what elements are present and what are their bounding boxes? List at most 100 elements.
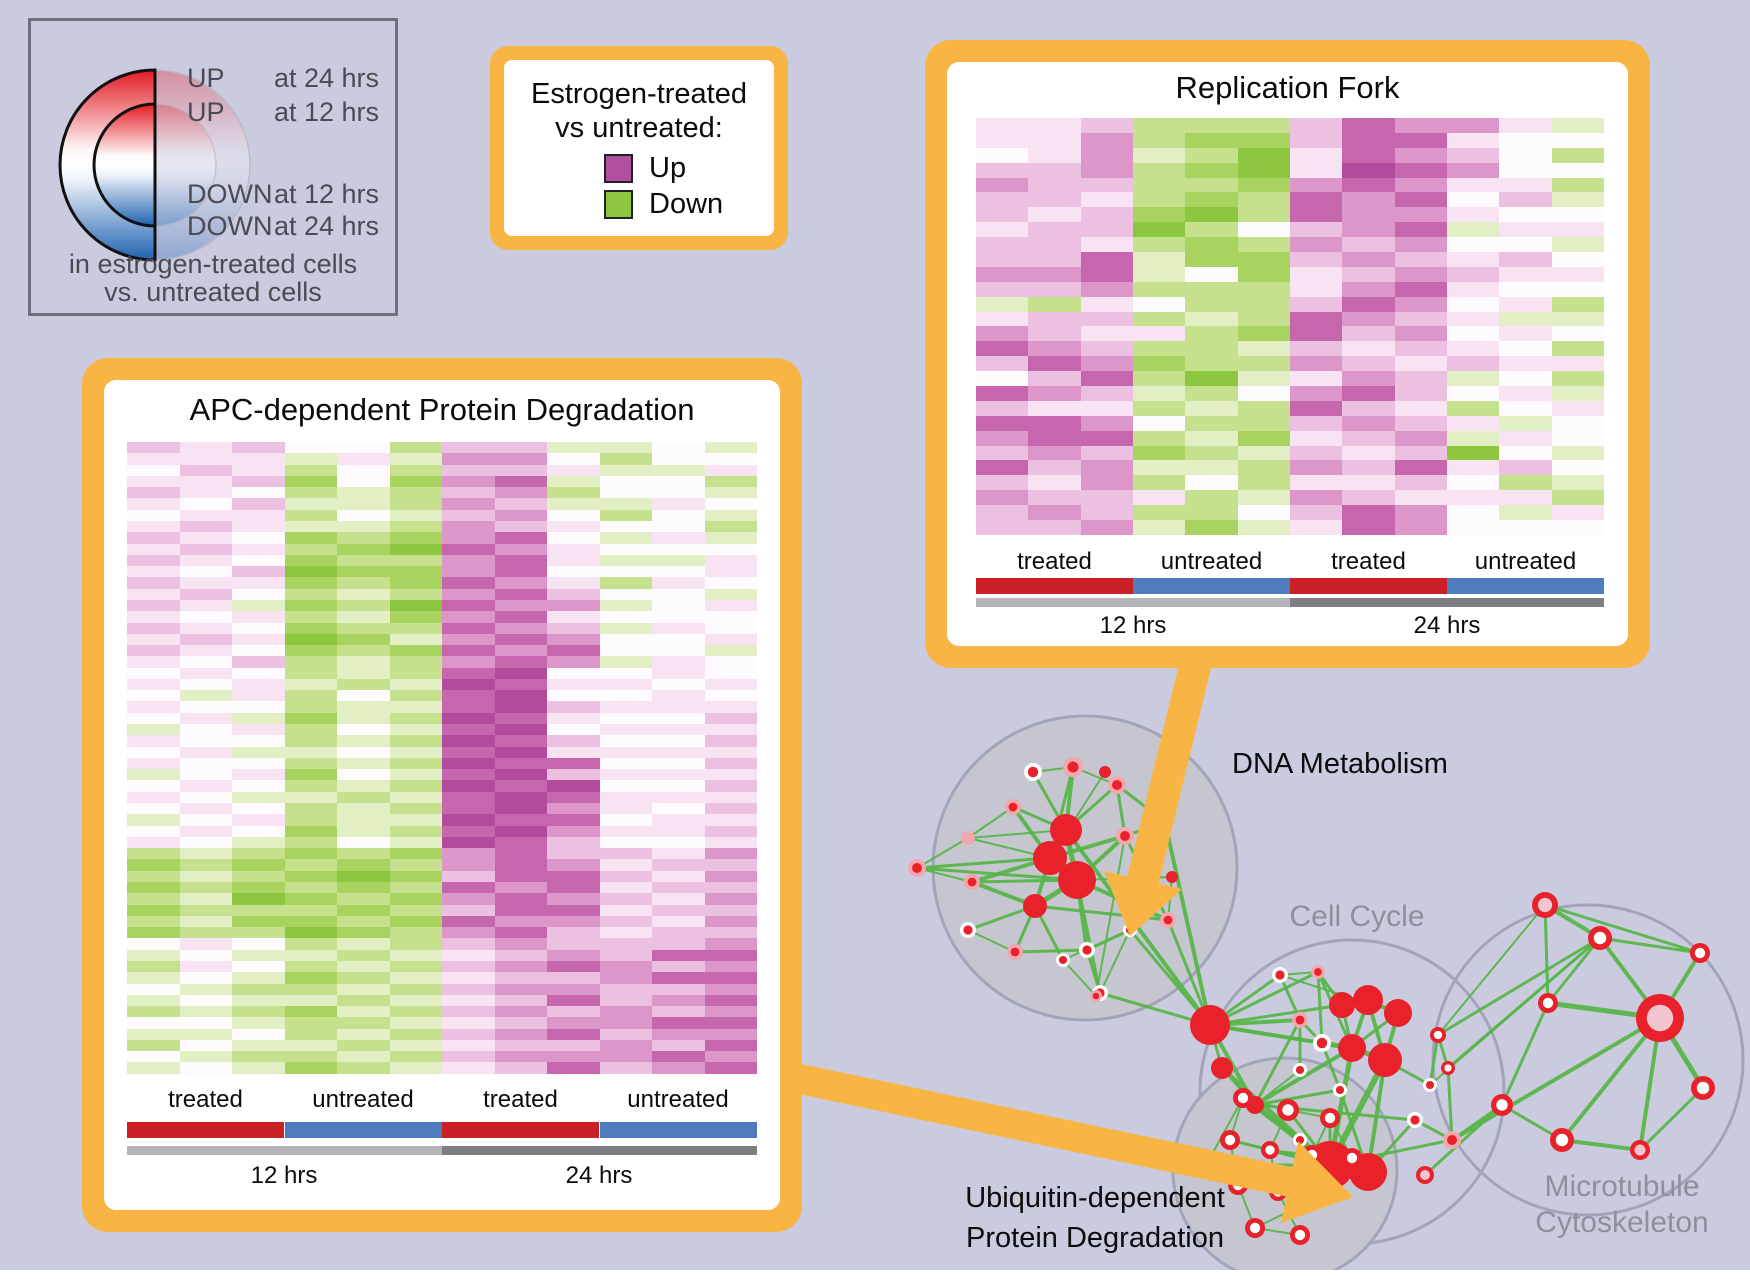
heatmap-cell xyxy=(284,746,337,758)
heatmap-cell xyxy=(1080,371,1133,387)
heatmap-cell xyxy=(1342,207,1395,223)
heatmap-cell xyxy=(652,520,705,533)
heatmap-cell xyxy=(389,724,442,736)
heatmap-cell xyxy=(442,498,495,510)
heatmap-cell xyxy=(442,904,495,916)
rf-12hrs-bar xyxy=(976,598,1290,607)
heatmap-cell xyxy=(1342,490,1395,506)
heatmap-cell xyxy=(1446,222,1500,238)
heatmap-cell xyxy=(704,487,757,499)
heatmap-cell xyxy=(652,769,705,781)
heatmap-cell xyxy=(1289,177,1343,193)
heatmap-cell xyxy=(599,656,652,668)
heatmap-cell xyxy=(494,859,547,871)
legend-down-12-dir: DOWN xyxy=(187,179,273,209)
heatmap-cell xyxy=(1551,415,1604,431)
heatmap-cell xyxy=(599,803,652,815)
heatmap-cell xyxy=(1551,281,1604,297)
heatmap-cell xyxy=(127,520,180,533)
heatmap-cell xyxy=(127,893,180,905)
rf-24hrs-bar xyxy=(1290,598,1604,607)
heatmap-cell xyxy=(1499,132,1552,148)
heatmap-cell xyxy=(547,1017,600,1029)
heatmap-cell xyxy=(284,870,337,882)
heatmap-cell xyxy=(337,712,390,725)
network-node xyxy=(1160,912,1176,928)
heatmap-cell xyxy=(1289,475,1343,491)
figure-bottom-margin xyxy=(0,1270,1750,1279)
heatmap-cell xyxy=(1237,177,1290,193)
heatmap-cell xyxy=(284,1006,337,1018)
heatmap-cell xyxy=(704,678,757,691)
heatmap-cell xyxy=(127,599,180,612)
heatmap-cell xyxy=(599,509,652,521)
heatmap-cell xyxy=(1289,162,1343,178)
heatmap-cell xyxy=(494,712,547,725)
heatmap-cell xyxy=(652,904,705,916)
heatmap-cell xyxy=(1237,132,1290,148)
heatmap-cell xyxy=(1446,177,1500,193)
heatmap-cell xyxy=(599,983,652,995)
heatmap-cell xyxy=(284,442,337,454)
heatmap-cell xyxy=(179,475,232,488)
heatmap-cell xyxy=(1132,222,1186,238)
heatmap-cell xyxy=(599,814,652,826)
heatmap-cell xyxy=(652,1039,705,1052)
down-green-swatch xyxy=(604,190,633,219)
legend-down-12-time: at 12 hrs xyxy=(273,179,379,209)
heatmap-cell xyxy=(652,464,705,476)
heatmap-cell xyxy=(547,475,600,488)
network-node xyxy=(1024,763,1042,781)
heatmap-cell xyxy=(494,577,547,589)
heatmap-cell xyxy=(599,949,652,961)
rf-12hrs-label: 12 hrs xyxy=(1099,612,1167,639)
heatmap-cell xyxy=(232,622,285,634)
heatmap-cell xyxy=(494,599,547,612)
heatmap-cell xyxy=(599,870,652,882)
heatmap-cell xyxy=(232,701,285,713)
heatmap-cell xyxy=(337,780,390,792)
network-node xyxy=(1063,757,1083,777)
heatmap-cell xyxy=(127,475,180,488)
heatmap-cell xyxy=(1342,505,1395,521)
heatmap-cell xyxy=(547,972,600,984)
heatmap-cell xyxy=(127,757,180,770)
heatmap-cell xyxy=(127,881,180,894)
heatmap-cell xyxy=(337,622,390,634)
network-node xyxy=(1050,814,1082,846)
heatmap-cell xyxy=(232,746,285,758)
heatmap-cell xyxy=(389,769,442,781)
heatmap-cell xyxy=(652,803,705,815)
heatmap-cell xyxy=(547,938,600,950)
heatmap-cell xyxy=(442,622,495,634)
heatmap-cell xyxy=(1499,460,1552,476)
network-edge xyxy=(1437,904,1546,1036)
heatmap-cell xyxy=(232,1039,285,1052)
heatmap-cell xyxy=(442,938,495,950)
network-node xyxy=(1166,871,1178,883)
heatmap-cell xyxy=(599,577,652,589)
rf-treated-bar-24 xyxy=(1290,578,1447,594)
heatmap-cell xyxy=(1028,311,1081,327)
heatmap-cell xyxy=(1446,296,1500,312)
heatmap-cell xyxy=(547,1051,600,1063)
heatmap-cell xyxy=(284,475,337,488)
heatmap-cell xyxy=(442,532,495,544)
heatmap-cell xyxy=(442,487,495,499)
heatmap-cell xyxy=(337,701,390,713)
heatmap-cell xyxy=(704,746,757,758)
heatmap-cell xyxy=(232,1028,285,1040)
heatmap-cell xyxy=(704,701,757,713)
heatmap-cell xyxy=(494,780,547,792)
heatmap-cell xyxy=(1394,356,1447,372)
heatmap-cell xyxy=(284,656,337,668)
heatmap-cell xyxy=(232,678,285,691)
heatmap-cell xyxy=(442,780,495,792)
network-node xyxy=(1079,942,1095,958)
heatmap-cell xyxy=(179,825,232,837)
heatmap-cell xyxy=(1028,281,1081,297)
heatmap-cell xyxy=(389,791,442,803)
heatmap-cell xyxy=(1446,341,1500,357)
heatmap-cell xyxy=(494,949,547,961)
heatmap-cell xyxy=(1499,475,1552,491)
